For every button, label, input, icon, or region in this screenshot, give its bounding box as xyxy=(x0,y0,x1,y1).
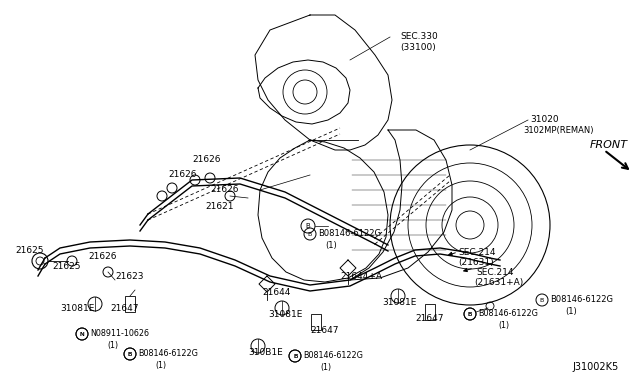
Bar xyxy=(125,296,135,312)
Text: FRONT: FRONT xyxy=(590,140,628,150)
Text: 21625: 21625 xyxy=(15,246,44,255)
Text: 21621: 21621 xyxy=(205,202,234,211)
Text: 21626: 21626 xyxy=(192,155,221,164)
Text: 310B1E: 310B1E xyxy=(248,348,283,357)
Text: B08146-6122G: B08146-6122G xyxy=(138,350,198,359)
Text: (1): (1) xyxy=(155,361,166,370)
Text: 21625: 21625 xyxy=(52,262,81,271)
Text: B08146-6122G: B08146-6122G xyxy=(318,230,381,238)
Text: B: B xyxy=(128,352,132,356)
Text: 21647: 21647 xyxy=(110,304,138,313)
Text: 21644+A: 21644+A xyxy=(340,272,382,281)
Bar xyxy=(311,314,321,330)
Text: 31081E: 31081E xyxy=(60,304,94,313)
Text: (1): (1) xyxy=(320,363,331,372)
Text: (21631+A): (21631+A) xyxy=(474,278,524,287)
Text: 21647: 21647 xyxy=(415,314,444,323)
Text: 21623: 21623 xyxy=(115,272,143,281)
Text: SEC.214: SEC.214 xyxy=(458,248,495,257)
Text: B: B xyxy=(306,223,310,229)
Text: B08146-6122G: B08146-6122G xyxy=(303,352,363,360)
Text: N: N xyxy=(79,331,84,337)
Text: B: B xyxy=(540,298,544,302)
Text: 21626: 21626 xyxy=(88,252,116,261)
Text: B: B xyxy=(468,311,472,317)
Text: (21631): (21631) xyxy=(458,258,493,267)
Text: (33100): (33100) xyxy=(400,43,436,52)
Text: J31002K5: J31002K5 xyxy=(572,362,618,372)
Text: 3102MP(REMAN): 3102MP(REMAN) xyxy=(523,126,593,135)
Text: B: B xyxy=(293,353,297,359)
Text: B08146-6122G: B08146-6122G xyxy=(550,295,613,305)
Text: 31020: 31020 xyxy=(530,115,559,124)
Text: B08146-6122G: B08146-6122G xyxy=(478,310,538,318)
Text: 21647: 21647 xyxy=(310,326,339,335)
Text: 31081E: 31081E xyxy=(382,298,417,307)
Bar xyxy=(425,304,435,320)
Text: 21626: 21626 xyxy=(168,170,196,179)
Text: B: B xyxy=(468,311,472,317)
Text: 21626: 21626 xyxy=(210,185,239,194)
Text: SEC.330: SEC.330 xyxy=(400,32,438,41)
Text: (1): (1) xyxy=(325,241,337,250)
Text: B: B xyxy=(128,352,132,356)
Text: B: B xyxy=(293,353,297,359)
Text: B: B xyxy=(308,231,312,237)
Text: (1): (1) xyxy=(498,321,509,330)
Text: N: N xyxy=(79,331,84,337)
Text: (1): (1) xyxy=(565,307,577,316)
Text: 21644: 21644 xyxy=(262,288,291,297)
Text: (1): (1) xyxy=(107,341,118,350)
Text: 31081E: 31081E xyxy=(268,310,302,319)
Text: N08911-10626: N08911-10626 xyxy=(90,330,149,339)
Text: SEC.214: SEC.214 xyxy=(476,268,513,277)
